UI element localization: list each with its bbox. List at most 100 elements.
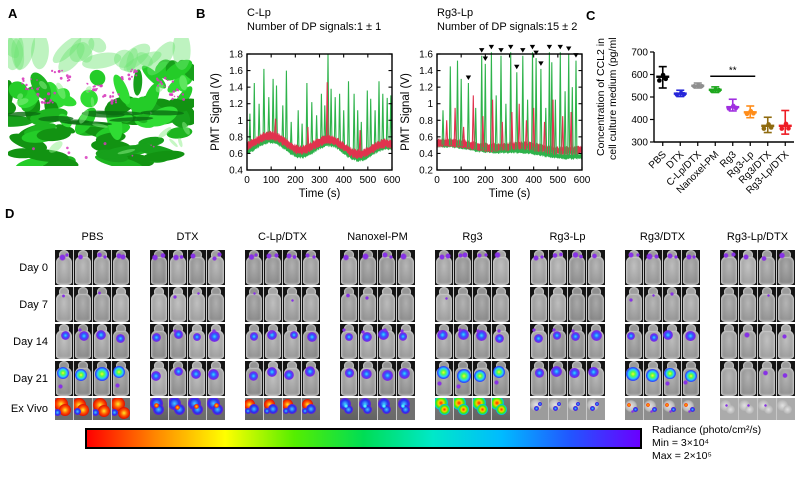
mouse-body	[626, 367, 642, 396]
mouse-body	[189, 330, 205, 359]
dp-signal-marker	[520, 48, 526, 53]
ex-vivo-organ-image	[473, 398, 491, 420]
pmt-signal-plot-c-lp: 0 100 200 300 400 500 600 0.4 0.6 0.8 1 1.2 1.4 1.6 1.…	[210, 50, 401, 201]
mouse-head	[780, 250, 792, 258]
nanoparticle-signal	[130, 75, 133, 78]
mouse-body	[113, 330, 129, 359]
group-column	[530, 324, 605, 359]
group-column	[245, 250, 320, 285]
mouse-image	[188, 361, 206, 396]
nanoparticle-signal	[97, 84, 100, 87]
mouse-head	[685, 324, 697, 332]
mouse-head	[685, 287, 697, 295]
mouse-image	[302, 287, 320, 322]
mouse-head	[210, 287, 222, 295]
mouse-image	[777, 361, 795, 396]
group-column	[435, 361, 510, 396]
mouse-body	[151, 330, 167, 359]
red-channel-spikes	[274, 82, 362, 155]
data-point	[660, 72, 666, 78]
mouse-body	[683, 330, 699, 359]
mouse-body	[588, 330, 604, 359]
bioluminescence-blob	[763, 404, 773, 414]
ex-vivo-organ-image	[112, 398, 130, 420]
nanoparticle-signal	[51, 69, 54, 72]
group-column	[625, 324, 700, 359]
nanoparticle-signal	[121, 78, 124, 81]
mouse-head	[476, 250, 488, 258]
group-column	[55, 361, 130, 396]
mouse-image	[435, 287, 453, 322]
mouse-head	[685, 250, 697, 258]
mouse-image	[644, 361, 662, 396]
bioluminescence-blob	[682, 399, 695, 412]
mouse-image	[739, 250, 757, 285]
bioluminescence-blob	[720, 399, 732, 411]
bioluminescence-blob	[758, 399, 770, 411]
render-body	[8, 38, 194, 166]
mouse-image	[568, 361, 586, 396]
bioluminescence-blob	[382, 404, 392, 414]
mouse-head	[571, 287, 583, 295]
mouse-body	[360, 367, 376, 396]
mouse-head	[647, 250, 659, 258]
nanoparticle-signal	[68, 75, 72, 79]
mouse-head	[533, 287, 545, 295]
group-column	[245, 324, 320, 359]
bioluminescence-blob	[74, 398, 86, 413]
mouse-head	[438, 361, 450, 369]
mouse-body	[721, 330, 737, 359]
bioluminescence-blob	[287, 404, 298, 415]
mouse-image	[74, 324, 92, 359]
group-column	[435, 250, 510, 285]
group-column	[720, 398, 795, 420]
group-column	[340, 324, 415, 359]
bioluminescence-blob	[112, 408, 119, 416]
mouse-head	[305, 324, 317, 332]
mouse-image	[682, 287, 700, 322]
mouse-head	[742, 324, 754, 332]
nanoparticle-signal	[65, 74, 69, 77]
mouse-image	[625, 287, 643, 322]
nanoparticle-signal	[53, 71, 57, 74]
mouse-image	[492, 361, 510, 396]
bioluminescence-blob	[492, 398, 505, 411]
mouse-image	[739, 324, 757, 359]
mouse-image	[55, 250, 73, 285]
bioluminescence-blob	[283, 398, 294, 410]
nanoparticle-signal	[164, 85, 166, 88]
data-point	[786, 126, 791, 131]
treatment-group-headers: PBS DTX C-Lp/DTX Nanoxel-PM Rg3 Rg3-Lp Rg3/DTX…	[55, 231, 795, 243]
group-header-rg3-lp-dtx: Rg3-Lp/DTX	[726, 231, 789, 243]
mouse-head	[628, 250, 640, 258]
nanoparticle-signal	[127, 73, 131, 77]
y-tick-label: 0.8	[419, 116, 433, 127]
bioluminescence-blob	[438, 403, 450, 415]
nanoparticle-signal	[21, 77, 25, 81]
bioluminescence-blob	[306, 404, 317, 415]
group-column	[150, 287, 225, 322]
mouse-image	[625, 324, 643, 359]
bioluminescence-blob	[587, 399, 599, 412]
group-column	[245, 287, 320, 322]
mouse-body	[683, 293, 699, 322]
y-axis-label: PMT Signal (V)	[210, 73, 222, 151]
nanoparticle-signal	[99, 84, 103, 88]
mouse-image	[283, 250, 301, 285]
mouse-body	[265, 330, 281, 359]
mouse-body	[550, 330, 566, 359]
mouse-body	[56, 256, 72, 285]
mouse-image	[587, 324, 605, 359]
mouse-image	[530, 324, 548, 359]
mouse-image	[302, 361, 320, 396]
mouse-body	[208, 256, 224, 285]
mouse-head	[96, 287, 108, 295]
nanoparticle-signal	[110, 101, 114, 105]
mouse-body	[759, 256, 775, 285]
data-point	[699, 83, 704, 89]
nanoparticle-signal	[171, 97, 174, 101]
mouse-body	[113, 256, 129, 285]
green-channel-band	[437, 141, 582, 160]
mouse-image	[777, 250, 795, 285]
mouse-body	[170, 293, 186, 322]
